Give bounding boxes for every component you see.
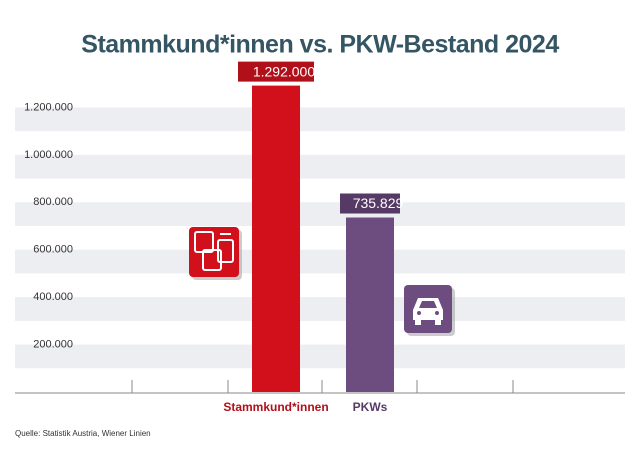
y-tick-label: 600.000 [33, 244, 73, 256]
grid-band [15, 154, 625, 179]
plot-background [15, 60, 625, 392]
value-label: 735.829 [353, 195, 404, 211]
x-tick-label: PKWs [353, 400, 388, 414]
chart-title: Stammkund*innen vs. PKW-Bestand 2024 [81, 31, 559, 59]
x-tick-label: Stammkund*innen [223, 400, 328, 414]
grid-band [15, 344, 625, 369]
value-label-box [238, 61, 314, 82]
y-tick-label: 1.000.000 [24, 149, 73, 161]
grid-band [15, 202, 625, 226]
transit-icon [189, 227, 242, 280]
value-label-box [340, 193, 400, 214]
grid-band [15, 107, 625, 132]
grid-band [15, 249, 625, 274]
bar [346, 217, 394, 392]
y-tick-label: 1.200.000 [24, 101, 73, 113]
value-label: 1.292.000 [253, 63, 315, 79]
car-icon [404, 285, 455, 336]
bar [252, 85, 300, 393]
axis-separators [131, 380, 514, 393]
grid-band [15, 297, 625, 321]
plot: 1.292.000 735.829 [238, 61, 404, 393]
y-tick-label: 800.000 [33, 196, 73, 208]
y-tick-label: 200.000 [33, 338, 73, 350]
source-note: Quelle: Statistik Austria, Wiener Linien [15, 429, 151, 438]
y-tick-label: 400.000 [33, 291, 73, 303]
